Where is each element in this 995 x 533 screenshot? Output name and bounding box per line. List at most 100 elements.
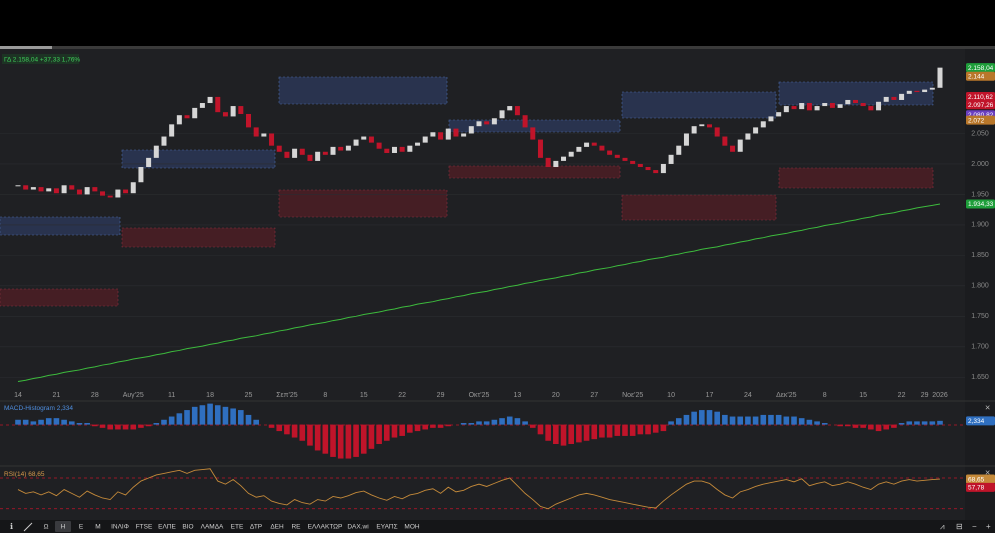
demand-zone bbox=[121, 149, 276, 169]
y-tick-label: 1.750 bbox=[971, 313, 989, 320]
candle bbox=[46, 188, 52, 192]
histogram-bar bbox=[821, 423, 828, 425]
toolbar-item[interactable]: RE bbox=[291, 524, 301, 531]
progress-fill bbox=[0, 46, 52, 49]
toolbar-item[interactable]: Ω bbox=[44, 524, 49, 531]
layout-icon[interactable]: ⊟ bbox=[956, 522, 963, 531]
candle bbox=[238, 106, 244, 114]
x-tick-label: 18 bbox=[206, 392, 214, 399]
histogram-bar bbox=[722, 414, 728, 425]
histogram-bar bbox=[245, 414, 252, 425]
candle bbox=[307, 154, 313, 161]
histogram-bar bbox=[99, 424, 106, 428]
histogram-bar bbox=[214, 405, 221, 425]
legend: MACD-Histogram 2,334 bbox=[4, 405, 73, 412]
histogram-bar bbox=[291, 424, 298, 438]
toolbar-item[interactable]: ΔΤΡ bbox=[250, 524, 262, 531]
histogram-bar bbox=[376, 424, 382, 444]
histogram-bar bbox=[468, 423, 475, 425]
candle bbox=[292, 148, 298, 158]
moving-average bbox=[17, 203, 941, 383]
toolbar-item[interactable]: ΕΤΕ bbox=[231, 524, 244, 531]
candle bbox=[722, 136, 728, 146]
candle bbox=[576, 146, 582, 152]
plus-icon[interactable]: + bbox=[986, 522, 991, 531]
histogram-bar bbox=[353, 424, 359, 457]
candle bbox=[176, 115, 182, 125]
x-tick-label: 15 bbox=[859, 392, 867, 399]
histogram-bar bbox=[161, 419, 167, 425]
price-tag-box bbox=[966, 199, 995, 209]
candle bbox=[676, 145, 682, 155]
info-icon[interactable]: ℹ bbox=[10, 522, 13, 531]
toolbar-item[interactable]: ΒΙΟ bbox=[182, 524, 193, 531]
toolbar-item[interactable]: Μ bbox=[95, 524, 100, 531]
demand-zone bbox=[621, 91, 777, 119]
price-tag-label: 2.110,62 bbox=[968, 94, 993, 101]
candle bbox=[391, 146, 397, 153]
x-tick-label: 28 bbox=[91, 392, 99, 399]
toolbar-item[interactable]: ΜΟΗ bbox=[404, 524, 419, 531]
close-button[interactable]: × bbox=[985, 402, 990, 412]
toolbar-item[interactable]: ΕΛΠΕ bbox=[158, 524, 176, 531]
histogram-bar bbox=[168, 416, 175, 425]
change-pct: 1,76% bbox=[62, 56, 81, 63]
indicator-name: RSI(14) bbox=[4, 471, 26, 478]
candle bbox=[453, 128, 459, 137]
price-tag-label: 1.934,33 bbox=[968, 201, 994, 208]
toolbar-item[interactable]: ΕΥΑΠΣ bbox=[376, 524, 397, 531]
candle bbox=[445, 128, 451, 140]
supply-zone bbox=[448, 165, 621, 179]
candle bbox=[153, 145, 159, 158]
candle bbox=[184, 115, 190, 119]
histogram-bar bbox=[15, 419, 21, 425]
histogram-bar bbox=[384, 424, 390, 441]
toolbar-item[interactable]: Ε bbox=[79, 524, 84, 531]
toolbar-item[interactable]: Η bbox=[61, 524, 66, 531]
histogram-bar bbox=[422, 424, 429, 430]
close-button[interactable]: × bbox=[985, 467, 990, 477]
price-tag-label: 68,65 bbox=[968, 476, 985, 483]
histogram-bar bbox=[92, 424, 98, 427]
histogram-bar bbox=[199, 405, 206, 425]
candle bbox=[253, 127, 259, 137]
candle bbox=[683, 133, 689, 146]
histogram-bar bbox=[84, 423, 90, 425]
histogram-bar bbox=[798, 418, 805, 425]
toolbar-item[interactable]: FTSE bbox=[136, 524, 153, 531]
y-tick-label: 1.900 bbox=[971, 222, 989, 229]
chart-icon[interactable]: ⩘ bbox=[940, 522, 945, 531]
histogram-bar bbox=[284, 424, 290, 435]
candle bbox=[468, 126, 474, 134]
toolbar-item[interactable]: ΔΕΗ bbox=[270, 524, 284, 531]
supply-zone bbox=[778, 167, 934, 189]
candle bbox=[192, 107, 198, 119]
histogram-bar bbox=[614, 424, 621, 436]
histogram-bar bbox=[783, 416, 790, 425]
histogram-bar bbox=[583, 424, 590, 441]
toolbar-item[interactable]: ΙΝΛΙΦ bbox=[111, 524, 129, 531]
price-tag: 2.158,04 bbox=[966, 63, 995, 73]
candle bbox=[269, 133, 275, 146]
progress-track bbox=[0, 46, 995, 49]
toolbar-item[interactable]: DAX.wi bbox=[347, 524, 368, 531]
histogram-bar bbox=[483, 421, 490, 425]
histogram-bar bbox=[845, 424, 851, 427]
histogram-bar bbox=[745, 416, 751, 425]
toolbar-item[interactable]: ΕΛΛΑΚΤΩΡ bbox=[308, 524, 343, 531]
candle bbox=[514, 106, 520, 116]
histogram-bar bbox=[61, 419, 67, 425]
histogram-bar bbox=[45, 418, 52, 425]
minus-icon[interactable]: − bbox=[972, 522, 977, 531]
toolbar-item[interactable]: ΛΑΜΔΑ bbox=[201, 524, 224, 531]
price-tag-box bbox=[966, 482, 995, 492]
candle bbox=[745, 133, 751, 140]
histogram-bar bbox=[299, 424, 306, 441]
candle bbox=[837, 104, 843, 108]
draw-icon[interactable] bbox=[23, 522, 33, 532]
x-tick-label: 27 bbox=[590, 392, 598, 399]
candle bbox=[146, 157, 152, 168]
histogram-bar bbox=[852, 424, 859, 428]
histogram-bar bbox=[314, 424, 321, 451]
candle bbox=[822, 103, 828, 107]
